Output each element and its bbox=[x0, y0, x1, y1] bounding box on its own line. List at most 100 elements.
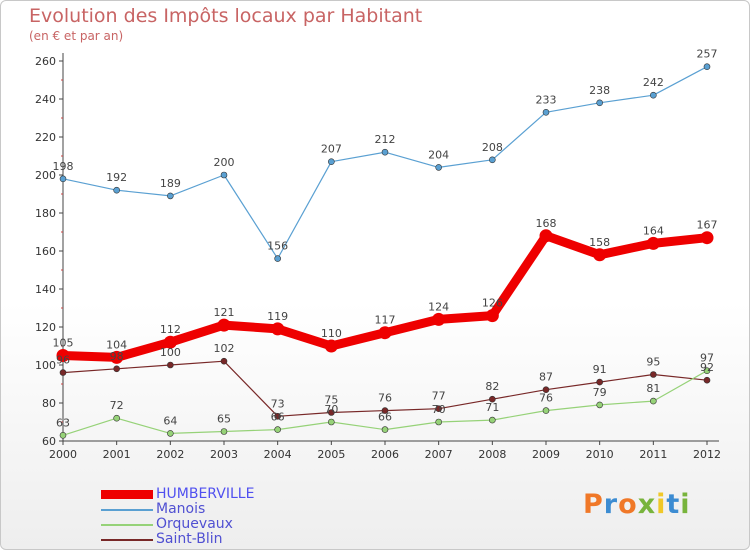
data-point-manois bbox=[435, 164, 442, 171]
data-point-humberville bbox=[163, 335, 177, 349]
data-label-orquevaux: 72 bbox=[110, 399, 124, 412]
x-tick-label: 2008 bbox=[478, 448, 506, 461]
data-point-saint-blin bbox=[167, 361, 174, 369]
x-tick-label: 2011 bbox=[639, 448, 667, 461]
y-tick-label: 160 bbox=[35, 245, 56, 258]
data-point-orquevaux bbox=[220, 428, 228, 435]
data-label-orquevaux: 66 bbox=[271, 411, 285, 424]
x-tick-label: 2002 bbox=[156, 448, 184, 461]
y-tick-label: 120 bbox=[35, 321, 56, 334]
data-label-manois: 198 bbox=[53, 160, 74, 173]
data-label-manois: 242 bbox=[643, 76, 664, 89]
data-point-saint-blin bbox=[113, 365, 120, 373]
data-label-orquevaux: 63 bbox=[56, 416, 70, 429]
logo-letter: r bbox=[603, 489, 619, 520]
data-label-orquevaux: 71 bbox=[485, 401, 499, 414]
data-label-saint-blin: 102 bbox=[214, 342, 235, 355]
data-point-manois bbox=[59, 175, 67, 183]
data-point-saint-blin bbox=[650, 371, 657, 378]
x-tick-label: 2006 bbox=[371, 448, 399, 461]
data-point-saint-blin bbox=[489, 395, 496, 403]
legend-item: Saint-Blin bbox=[101, 532, 254, 547]
y-tick-label: 140 bbox=[35, 283, 56, 296]
data-point-orquevaux bbox=[113, 414, 120, 422]
data-point-humberville bbox=[432, 312, 446, 326]
legend-swatch bbox=[101, 508, 153, 511]
data-point-manois bbox=[381, 148, 389, 156]
x-tick-label: 2009 bbox=[532, 448, 560, 461]
x-tick-label: 2003 bbox=[210, 448, 238, 461]
data-label-orquevaux: 66 bbox=[378, 411, 392, 424]
data-point-orquevaux bbox=[542, 407, 550, 414]
data-label-humberville: 121 bbox=[214, 306, 235, 319]
data-point-orquevaux bbox=[328, 418, 335, 426]
data-label-humberville: 104 bbox=[106, 338, 127, 351]
data-label-manois: 207 bbox=[321, 143, 342, 156]
data-label-manois: 192 bbox=[106, 171, 127, 184]
data-point-orquevaux bbox=[274, 426, 281, 433]
legend-swatch bbox=[101, 538, 153, 541]
y-tick-label: 240 bbox=[35, 93, 56, 106]
data-point-humberville bbox=[485, 309, 499, 323]
y-tick-label: 180 bbox=[35, 207, 56, 220]
y-tick-label: 200 bbox=[35, 169, 56, 182]
data-point-saint-blin bbox=[435, 405, 442, 413]
x-tick-label: 2004 bbox=[264, 448, 292, 461]
data-point-humberville bbox=[646, 236, 660, 250]
y-tick-label: 60 bbox=[42, 435, 56, 448]
data-label-saint-blin: 82 bbox=[485, 380, 499, 393]
x-tick-label: 2001 bbox=[103, 448, 131, 461]
legend-item: HUMBERVILLE bbox=[101, 487, 254, 502]
data-point-saint-blin bbox=[542, 386, 550, 394]
data-point-saint-blin bbox=[328, 409, 335, 416]
logo-letter: x bbox=[637, 489, 657, 520]
logo-letter: i bbox=[680, 489, 691, 520]
logo-letter: i bbox=[656, 489, 667, 520]
logo-letter: t bbox=[666, 489, 681, 520]
data-point-humberville bbox=[217, 318, 231, 332]
data-point-orquevaux bbox=[703, 367, 711, 375]
data-point-manois bbox=[167, 192, 174, 200]
x-tick-label: 2005 bbox=[317, 448, 345, 461]
data-point-saint-blin bbox=[381, 407, 389, 414]
data-label-manois: 238 bbox=[589, 84, 610, 97]
data-point-orquevaux bbox=[489, 416, 496, 424]
data-label-humberville: 105 bbox=[53, 337, 74, 350]
data-point-orquevaux bbox=[596, 401, 603, 409]
data-label-orquevaux: 70 bbox=[324, 403, 338, 416]
data-point-orquevaux bbox=[381, 426, 389, 433]
data-point-manois bbox=[328, 158, 335, 165]
data-point-manois bbox=[596, 99, 603, 107]
y-tick-label: 100 bbox=[35, 359, 56, 372]
data-point-manois bbox=[113, 186, 120, 194]
data-label-orquevaux: 97 bbox=[700, 352, 714, 365]
data-label-humberville: 164 bbox=[643, 224, 664, 237]
logo-letter: o bbox=[618, 489, 638, 520]
data-label-humberville: 119 bbox=[267, 310, 288, 323]
data-label-saint-blin: 95 bbox=[646, 356, 660, 369]
data-label-saint-blin: 92 bbox=[700, 361, 714, 374]
legend-swatch bbox=[101, 523, 153, 526]
data-label-saint-blin: 87 bbox=[539, 371, 553, 384]
data-label-humberville: 167 bbox=[697, 219, 718, 232]
data-point-saint-blin bbox=[596, 378, 603, 386]
data-point-saint-blin bbox=[703, 376, 711, 384]
data-label-saint-blin: 76 bbox=[378, 392, 392, 405]
data-point-saint-blin bbox=[220, 357, 228, 365]
data-point-humberville bbox=[539, 229, 553, 243]
data-point-saint-blin bbox=[274, 412, 281, 420]
data-label-humberville: 124 bbox=[428, 300, 449, 313]
data-label-orquevaux: 81 bbox=[646, 382, 660, 395]
legend-label: Orquevaux bbox=[156, 516, 233, 532]
data-label-saint-blin: 96 bbox=[56, 354, 70, 367]
data-label-saint-blin: 91 bbox=[593, 363, 607, 376]
x-tick-label: 2010 bbox=[586, 448, 614, 461]
x-tick-label: 2012 bbox=[693, 448, 721, 461]
data-label-humberville: 168 bbox=[536, 217, 557, 230]
legend-label: HUMBERVILLE bbox=[156, 486, 255, 502]
data-label-orquevaux: 76 bbox=[539, 392, 553, 405]
legend-label: Saint-Blin bbox=[156, 531, 223, 547]
data-point-humberville bbox=[56, 349, 70, 362]
